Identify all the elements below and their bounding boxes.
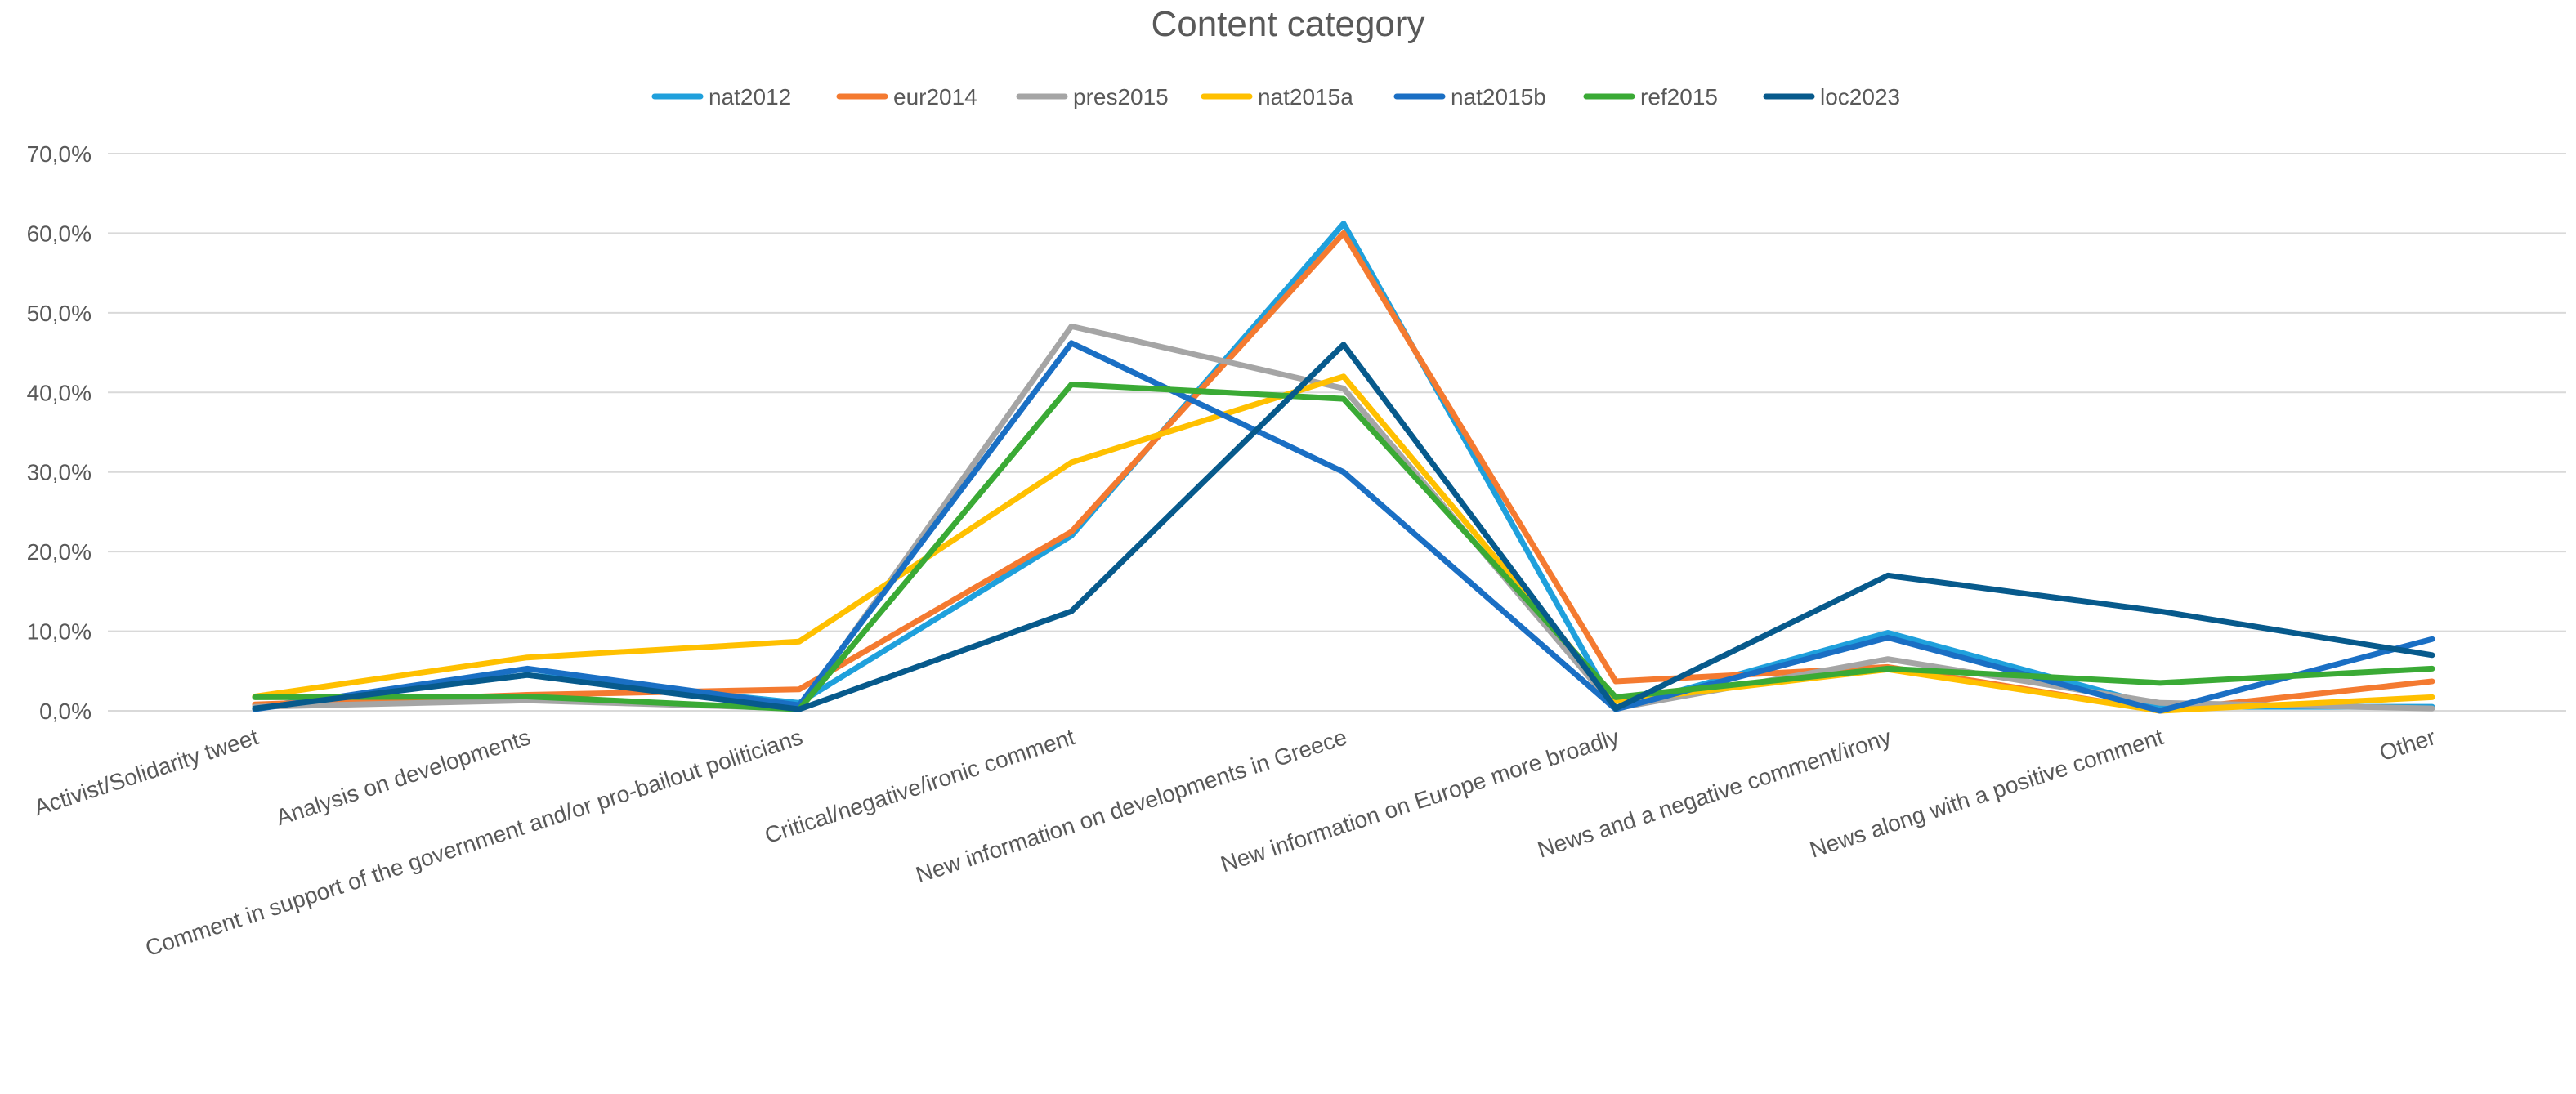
y-tick-label: 40,0% (27, 380, 92, 405)
legend-label: loc2023 (1820, 84, 1900, 109)
legend-label: pres2015 (1073, 84, 1169, 109)
legend-item-ref2015: ref2015 (1583, 84, 1718, 109)
series-lines (252, 221, 2435, 714)
series-line-pres2015 (252, 323, 2435, 712)
legend-label: eur2014 (893, 84, 977, 109)
legend-item-nat2015a: nat2015a (1201, 84, 1353, 109)
series-line-nat2015b (252, 340, 2435, 714)
series-line-ref2015 (252, 382, 2435, 712)
x-axis-categories: Activist/Solidarity tweet Analysis on dev… (31, 724, 2439, 961)
series-line-nat2015a (252, 373, 2435, 714)
legend-item-nat2012: nat2012 (651, 84, 791, 109)
x-category-label: Analysis on developments (273, 724, 534, 830)
legend-item-pres2015: pres2015 (1016, 84, 1169, 109)
legend-label: nat2012 (709, 84, 791, 109)
legend-item-nat2015b: nat2015b (1393, 84, 1546, 109)
x-category-label: Other (2377, 724, 2439, 766)
series-line-loc2023 (252, 342, 2435, 712)
chart-title: Content category (1151, 4, 1424, 44)
y-tick-label: 30,0% (27, 460, 92, 485)
y-tick-label: 0,0% (39, 699, 92, 724)
x-category-label: Activist/Solidarity tweet (31, 724, 262, 820)
y-tick-label: 50,0% (27, 301, 92, 326)
y-tick-label: 20,0% (27, 539, 92, 565)
series-line-nat2012 (252, 221, 2435, 712)
legend-label: nat2015a (1258, 84, 1353, 109)
legend-item-eur2014: eur2014 (836, 84, 977, 109)
y-tick-label: 70,0% (27, 141, 92, 167)
legend-label: nat2015b (1451, 84, 1546, 109)
y-axis-ticks: 0,0% 10,0% 20,0% 30,0% 40,0% 50,0% 60,0% 70,0% (27, 141, 92, 724)
y-tick-label: 60,0% (27, 221, 92, 246)
legend-label: ref2015 (1640, 84, 1718, 109)
legend-item-loc2023: loc2023 (1763, 84, 1900, 109)
x-category-label: New information on developments in Greec… (913, 724, 1350, 887)
legend: nat2012 eur2014 pres2015 nat2015a nat2015b re… (651, 84, 1900, 109)
y-tick-label: 10,0% (27, 619, 92, 645)
